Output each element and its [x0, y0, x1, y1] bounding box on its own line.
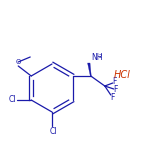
Text: F: F: [114, 85, 118, 93]
Text: Cl: Cl: [9, 95, 16, 105]
Polygon shape: [88, 63, 91, 76]
Text: NH: NH: [91, 54, 102, 62]
Text: O: O: [16, 59, 21, 65]
Text: F: F: [113, 76, 117, 85]
Text: 2: 2: [99, 54, 102, 59]
Text: HCl: HCl: [114, 70, 130, 80]
Text: Cl: Cl: [49, 128, 57, 136]
Text: F: F: [111, 93, 115, 102]
